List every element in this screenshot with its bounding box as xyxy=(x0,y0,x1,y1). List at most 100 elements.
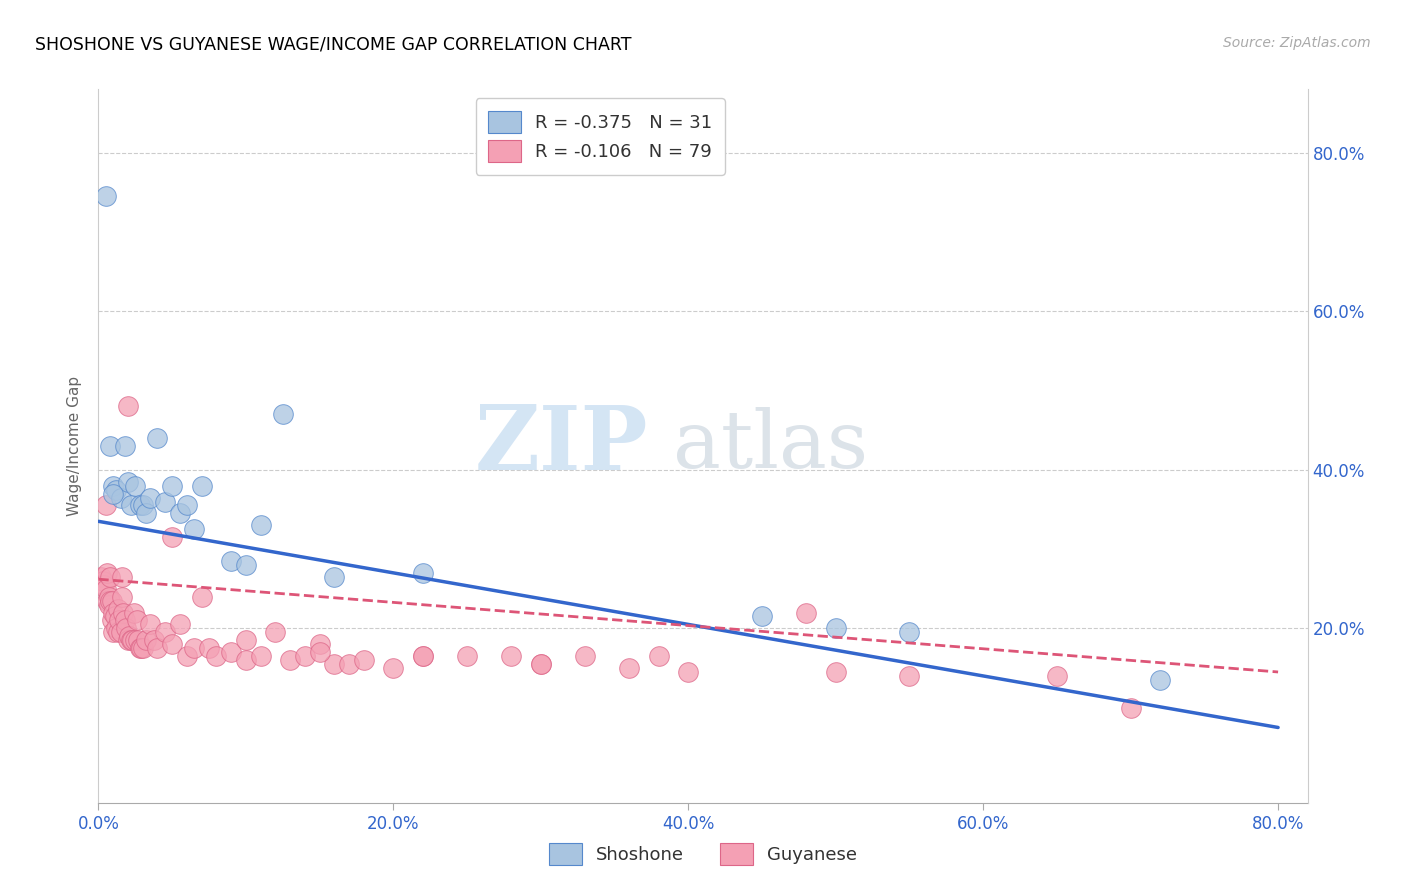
Point xyxy=(143,633,166,648)
Point xyxy=(110,491,132,505)
Point xyxy=(97,598,120,612)
Point xyxy=(120,499,142,513)
Point xyxy=(169,617,191,632)
Point xyxy=(235,653,257,667)
Point xyxy=(249,518,271,533)
Point xyxy=(323,657,346,671)
Point xyxy=(105,621,128,635)
Y-axis label: Wage/Income Gap: Wage/Income Gap xyxy=(67,376,83,516)
Point xyxy=(110,625,132,640)
Point xyxy=(135,633,157,648)
Point xyxy=(107,601,129,615)
Point xyxy=(898,669,921,683)
Point xyxy=(824,665,846,679)
Point xyxy=(122,606,145,620)
Point xyxy=(111,590,134,604)
Point xyxy=(100,593,122,607)
Point xyxy=(530,657,553,671)
Point xyxy=(190,478,212,492)
Point xyxy=(271,407,294,421)
Point xyxy=(412,649,434,664)
Point xyxy=(678,665,700,679)
Point xyxy=(117,400,139,414)
Point xyxy=(146,431,169,445)
Point xyxy=(93,578,115,592)
Point xyxy=(90,570,112,584)
Point xyxy=(176,649,198,664)
Point xyxy=(412,649,434,664)
Point xyxy=(117,633,139,648)
Point xyxy=(128,499,150,513)
Point xyxy=(94,582,117,596)
Point xyxy=(131,499,153,513)
Point xyxy=(139,491,162,505)
Point xyxy=(146,641,169,656)
Point xyxy=(125,614,148,628)
Point xyxy=(94,499,117,513)
Point xyxy=(107,625,129,640)
Point xyxy=(412,566,434,580)
Point xyxy=(153,625,176,640)
Point xyxy=(1149,673,1171,687)
Point xyxy=(183,641,205,656)
Point xyxy=(128,641,150,656)
Point xyxy=(264,625,287,640)
Point xyxy=(115,621,138,635)
Point xyxy=(104,609,127,624)
Point xyxy=(794,606,817,620)
Point xyxy=(323,570,346,584)
Text: ZIP: ZIP xyxy=(475,402,648,490)
Point xyxy=(129,641,152,656)
Point xyxy=(101,486,124,500)
Point xyxy=(169,507,191,521)
Point xyxy=(120,633,142,648)
Point xyxy=(1119,700,1142,714)
Point xyxy=(114,614,136,628)
Point xyxy=(97,590,120,604)
Point xyxy=(1046,669,1069,683)
Point xyxy=(100,614,122,628)
Point xyxy=(135,507,157,521)
Text: atlas: atlas xyxy=(673,407,868,485)
Point xyxy=(235,633,257,648)
Point xyxy=(530,657,553,671)
Point xyxy=(98,593,121,607)
Point xyxy=(131,641,153,656)
Point xyxy=(114,439,136,453)
Point xyxy=(98,439,121,453)
Legend: Shoshone, Guyanese: Shoshone, Guyanese xyxy=(541,836,865,872)
Point xyxy=(353,653,375,667)
Point xyxy=(105,483,128,497)
Point xyxy=(337,657,360,671)
Point xyxy=(112,606,135,620)
Point xyxy=(176,499,198,513)
Point xyxy=(456,649,478,664)
Point xyxy=(751,609,773,624)
Point xyxy=(219,645,242,659)
Point xyxy=(111,570,134,584)
Point xyxy=(278,653,301,667)
Point xyxy=(249,649,271,664)
Point xyxy=(235,558,257,572)
Point xyxy=(205,649,228,664)
Point xyxy=(824,621,846,635)
Point xyxy=(190,590,212,604)
Point xyxy=(619,661,641,675)
Text: SHOSHONE VS GUYANESE WAGE/INCOME GAP CORRELATION CHART: SHOSHONE VS GUYANESE WAGE/INCOME GAP COR… xyxy=(35,36,631,54)
Point xyxy=(198,641,221,656)
Point xyxy=(127,633,149,648)
Point xyxy=(153,494,176,508)
Point xyxy=(117,475,139,489)
Point xyxy=(124,478,146,492)
Point xyxy=(94,189,117,203)
Point xyxy=(108,614,131,628)
Point xyxy=(308,637,330,651)
Point xyxy=(574,649,596,664)
Point xyxy=(160,530,183,544)
Point xyxy=(124,633,146,648)
Point xyxy=(308,645,330,659)
Point xyxy=(382,661,405,675)
Point xyxy=(501,649,523,664)
Point xyxy=(219,554,242,568)
Point xyxy=(91,574,114,588)
